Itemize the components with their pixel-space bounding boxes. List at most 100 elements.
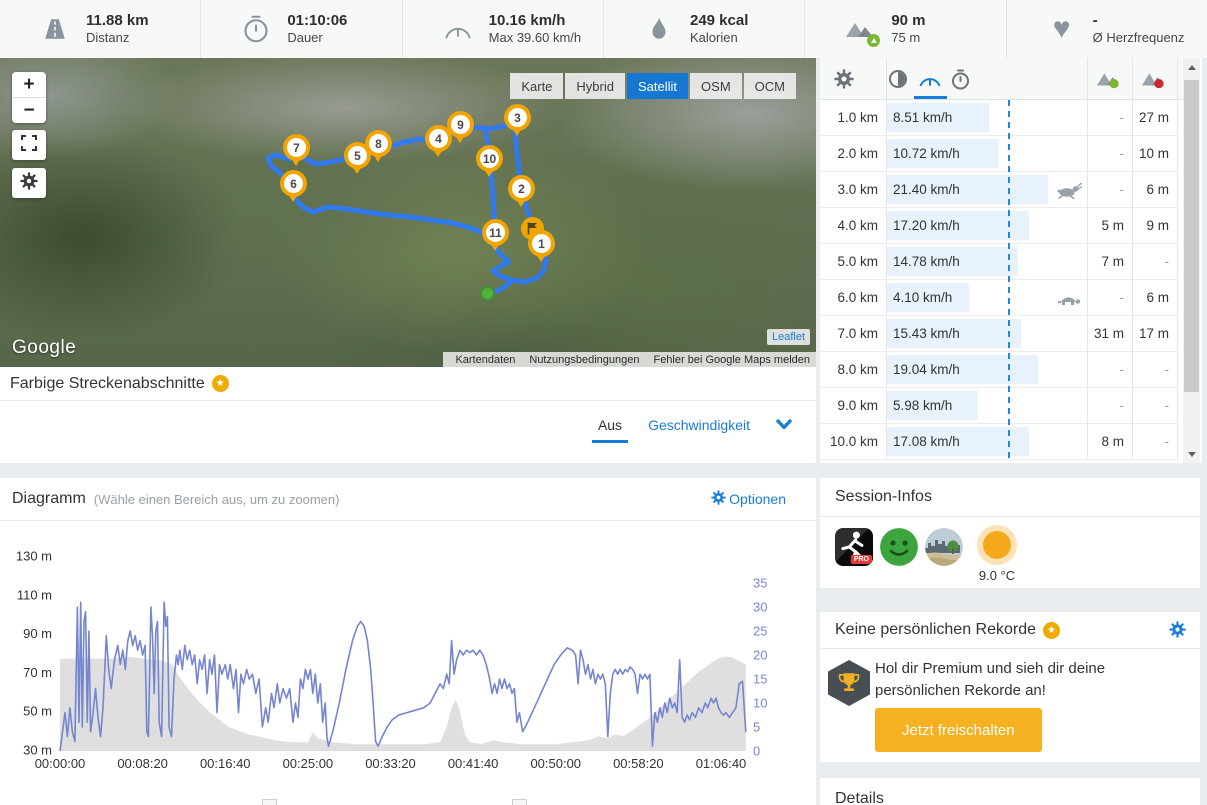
scrollbar-thumb[interactable] bbox=[1184, 80, 1199, 392]
split-row-7.0km[interactable]: 7.0 km 15.43 km/h 31 m 17 m bbox=[820, 316, 1178, 352]
marker-number: 5 bbox=[354, 148, 361, 163]
map-layer-ocm[interactable]: OCM bbox=[743, 73, 796, 99]
segments-off-tab[interactable]: Aus bbox=[591, 417, 629, 443]
splits-scrollbar[interactable] bbox=[1183, 58, 1200, 463]
split-speed: 17.20 km/h bbox=[893, 218, 960, 233]
right-axis-tick: 30 bbox=[753, 600, 767, 615]
split-row-8.0km[interactable]: 8.0 km 19.04 km/h - - bbox=[820, 352, 1178, 388]
map-layer-karte[interactable]: Karte bbox=[510, 73, 564, 99]
route-marker-9[interactable]: 9 bbox=[447, 111, 474, 143]
split-row-4.0km[interactable]: 4.0 km 17.20 km/h 5 m 9 m bbox=[820, 208, 1178, 244]
elevation-gain-badge bbox=[867, 34, 881, 47]
split-km: 8.0 km bbox=[837, 362, 878, 377]
right-axis-tick: 20 bbox=[753, 648, 767, 663]
marker-number: 11 bbox=[489, 225, 502, 240]
satellite-imagery bbox=[0, 58, 816, 367]
surface-landscape-icon bbox=[925, 528, 963, 566]
map-layer-switcher: Karte Hybrid Satellit OSM OCM bbox=[510, 73, 796, 99]
zoom-in-button[interactable]: + bbox=[23, 73, 35, 95]
left-axis-tick: 130 m bbox=[16, 549, 52, 564]
right-axis-tick: 25 bbox=[753, 624, 767, 639]
right-axis-tick: 0 bbox=[753, 744, 760, 759]
gear-icon[interactable] bbox=[1169, 621, 1186, 643]
ascent-column-icon[interactable] bbox=[1096, 67, 1120, 91]
x-axis-tick: 00:41:40 bbox=[448, 756, 499, 771]
route-marker-10[interactable]: 10 bbox=[476, 145, 503, 177]
route-marker-4[interactable]: 4 bbox=[425, 125, 452, 157]
map-layer-hybrid[interactable]: Hybrid bbox=[565, 73, 625, 99]
split-speed-bar bbox=[886, 211, 1029, 240]
map-layer-satellit[interactable]: Satellit bbox=[627, 73, 689, 99]
elevation-speed-chart[interactable]: 130 m 110 m 90 m 70 m 50 m 30 m 35 30 25 20 15 10 5 0… bbox=[0, 520, 816, 805]
elevation-gain-icon bbox=[843, 12, 881, 47]
split-speed: 10.72 km/h bbox=[893, 146, 960, 161]
zoom-out-button[interactable]: − bbox=[12, 97, 46, 123]
marker-number: 6 bbox=[290, 176, 297, 191]
colored-segments-title: Farbige Streckenabschnitte bbox=[10, 374, 205, 392]
route-marker-2[interactable]: 2 bbox=[508, 175, 535, 207]
split-row-5.0km[interactable]: 5.0 km 14.78 km/h 7 m - bbox=[820, 244, 1178, 280]
route-marker-11[interactable]: 11 bbox=[482, 219, 509, 251]
split-ascent: - bbox=[1119, 398, 1125, 413]
records-panel: Keine persönlichen Rekorde ★ Hol dir Pre… bbox=[820, 612, 1200, 762]
descent-column-icon[interactable] bbox=[1141, 67, 1165, 91]
route-marker-6[interactable]: 6 bbox=[280, 170, 307, 202]
premium-message: Hol dir Premium und sieh dir deine persö… bbox=[875, 660, 1106, 699]
map-settings-button[interactable] bbox=[12, 168, 46, 198]
split-row-3.0km[interactable]: 3.0 km 21.40 km/h - 6 m bbox=[820, 172, 1178, 208]
legend-checkbox[interactable] bbox=[262, 799, 277, 805]
weather-sun-icon: 9.0 °C bbox=[974, 528, 1020, 583]
unlock-now-button[interactable]: Jetzt freischalten bbox=[875, 708, 1042, 752]
details-panel: Details bbox=[820, 778, 1200, 805]
duration-tab-icon[interactable] bbox=[948, 67, 972, 91]
chevron-down-icon[interactable] bbox=[776, 417, 792, 435]
split-row-1.0km[interactable]: 1.0 km 8.51 km/h -27 m bbox=[820, 100, 1178, 136]
fullscreen-button[interactable] bbox=[12, 130, 46, 160]
leaflet-attribution-link[interactable]: Leaflet bbox=[766, 329, 810, 345]
pace-tab-icon[interactable] bbox=[886, 67, 910, 91]
left-axis-tick: 70 m bbox=[23, 665, 52, 680]
route-marker-1[interactable]: 1 bbox=[528, 230, 555, 262]
attribution-link[interactable]: Nutzungsbedingungen bbox=[529, 353, 640, 366]
split-ascent: 7 m bbox=[1101, 254, 1124, 269]
split-descent: - bbox=[1164, 254, 1170, 269]
split-row-6.0km[interactable]: 6.0 km 4.10 km/h - 6 m bbox=[820, 280, 1178, 316]
scroll-down-button[interactable] bbox=[1183, 445, 1200, 463]
route-marker-3[interactable]: 3 bbox=[504, 104, 531, 136]
split-ascent: 31 m bbox=[1093, 326, 1124, 341]
heart-icon: ♥ bbox=[1052, 12, 1071, 45]
premium-star-icon: ★ bbox=[211, 375, 229, 392]
x-axis-tick: 00:08:20 bbox=[117, 756, 168, 771]
gear-icon[interactable] bbox=[832, 67, 856, 91]
speed-tab-icon[interactable] bbox=[918, 67, 942, 91]
stat-elevation: 90 m 75 m bbox=[804, 0, 1005, 58]
attribution-link[interactable]: Fehler bei Google Maps melden bbox=[653, 353, 810, 366]
segments-speed-tab[interactable]: Geschwindigkeit bbox=[648, 417, 750, 433]
split-km: 6.0 km bbox=[837, 290, 878, 305]
stat-value: 249 kcal bbox=[689, 11, 749, 29]
split-row-9.0km[interactable]: 9.0 km 5.98 km/h - - bbox=[820, 388, 1178, 424]
scroll-up-button[interactable] bbox=[1183, 58, 1200, 76]
map-layer-osm[interactable]: OSM bbox=[690, 73, 742, 99]
split-speed-bar bbox=[886, 355, 1038, 384]
route-marker-7[interactable]: 7 bbox=[283, 134, 310, 166]
split-speed-bar bbox=[886, 427, 1029, 456]
pro-badge: PRO bbox=[850, 555, 872, 564]
stats-bar: 11.88 km Distanz 01:10:06 Dauer 10.16 km/h Ma… bbox=[0, 0, 1207, 59]
attribution-link[interactable]: Kartendaten bbox=[455, 353, 516, 366]
map-attribution: Kartendaten Nutzungsbedingungen Fehler bei… bbox=[443, 352, 816, 367]
split-descent: 9 m bbox=[1146, 218, 1169, 233]
stat-value: 90 m bbox=[891, 11, 926, 29]
road-icon bbox=[38, 12, 72, 46]
split-ascent: - bbox=[1119, 290, 1125, 305]
split-descent: - bbox=[1164, 362, 1170, 377]
legend-checkbox[interactable] bbox=[512, 799, 527, 805]
split-row-2.0km[interactable]: 2.0 km 10.72 km/h -10 m bbox=[820, 136, 1178, 172]
split-row-10.0km[interactable]: 10.0 km 17.08 km/h 8 m - bbox=[820, 424, 1178, 460]
map[interactable]: 1 2 3 4 5 6 7 8 9 10 11 + − Karte Hybrid Satellit OSM… bbox=[0, 58, 816, 367]
split-km: 7.0 km bbox=[837, 326, 878, 341]
diagram-options-button[interactable]: Optionen bbox=[711, 478, 786, 520]
splits-header bbox=[820, 58, 1183, 100]
route-marker-8[interactable]: 8 bbox=[365, 130, 392, 162]
